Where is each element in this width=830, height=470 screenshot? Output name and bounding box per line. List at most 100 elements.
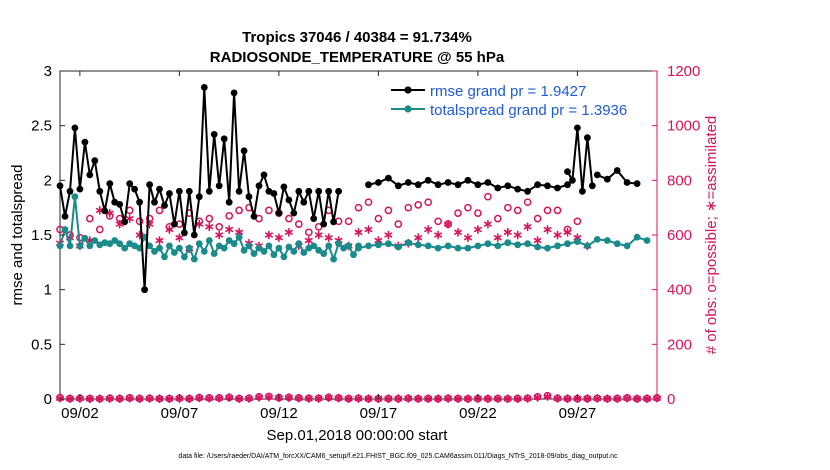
- obs_rejected_assimilated-point: [633, 394, 642, 404]
- totalspread-point: [275, 244, 283, 252]
- totalspread-point: [91, 237, 99, 244]
- rmse-point: [588, 182, 596, 190]
- totalspread-point: [195, 240, 203, 248]
- totalspread-point: [71, 193, 79, 201]
- rmse-point: [385, 174, 392, 182]
- rmse-point: [146, 181, 154, 189]
- totalspread-point: [111, 237, 119, 244]
- rmse-point: [270, 190, 278, 197]
- obs_assimilated-point: [483, 219, 492, 229]
- rmse-point: [554, 184, 561, 192]
- rmse-point: [161, 202, 168, 209]
- totalspread-point: [365, 242, 372, 250]
- totalspread-point: [310, 242, 318, 250]
- totalspread-point: [554, 242, 561, 250]
- obs_possible-point: [454, 209, 462, 217]
- rmse-point: [136, 198, 144, 206]
- totalspread-point: [623, 242, 631, 250]
- rmse-point: [414, 181, 422, 189]
- obs_assimilated-point: [424, 225, 433, 234]
- obs_assimilated-point: [125, 214, 134, 223]
- rmse-point: [61, 213, 69, 220]
- obs_assimilated-point: [503, 227, 512, 237]
- obs_possible-point: [533, 214, 542, 223]
- rmse-point: [121, 218, 129, 226]
- rmse-point: [126, 180, 134, 188]
- totalspread-point: [404, 239, 412, 247]
- rmse-point: [245, 193, 253, 201]
- obs_assimilated-point: [473, 225, 482, 234]
- rmse-point: [190, 231, 198, 239]
- y-tick-label-right: 1000: [667, 118, 700, 135]
- rmse-point: [185, 187, 193, 195]
- rmse-point: [494, 184, 502, 192]
- totalspread-point: [464, 244, 472, 252]
- obs_possible-point: [394, 220, 403, 228]
- obs_rejected_assimilated-point: [165, 394, 174, 404]
- rmse-point: [200, 84, 208, 91]
- obs_assimilated-point: [264, 230, 273, 240]
- obs_rejected_assimilated-point: [145, 394, 154, 403]
- obs_possible-point: [573, 217, 582, 226]
- totalspread-point: [270, 251, 278, 259]
- obs_possible-point: [235, 206, 243, 215]
- y-axis-label-left: rmse and totalspread: [9, 165, 26, 306]
- rmse-point: [285, 196, 293, 204]
- rmse-point: [574, 124, 581, 132]
- y-tick-label-right: 800: [667, 172, 692, 189]
- rmse-point: [106, 180, 114, 188]
- rmse-point: [514, 185, 522, 193]
- totalspread-point: [300, 249, 308, 256]
- obs_assimilated-point: [543, 225, 552, 234]
- rmse-point: [474, 181, 482, 189]
- totalspread-point: [265, 242, 273, 250]
- obs_rejected_assimilated-point: [225, 393, 234, 403]
- obs_rejected_assimilated-point: [414, 394, 423, 404]
- totalspread-point: [166, 242, 173, 250]
- obs_rejected_assimilated-point: [195, 393, 204, 403]
- totalspread-point: [210, 250, 218, 257]
- rmse-point: [56, 182, 64, 190]
- obs_assimilated-point: [324, 233, 333, 243]
- totalspread-point: [116, 240, 124, 248]
- y-tick-label-right: 600: [667, 227, 692, 244]
- rmse-point: [96, 187, 104, 195]
- totalspread-point: [633, 233, 641, 241]
- obs_rejected_assimilated-point: [543, 392, 552, 401]
- obs_assimilated-point: [563, 227, 572, 237]
- obs_rejected_assimilated-point: [264, 392, 273, 402]
- obs_rejected_assimilated-point: [424, 394, 433, 404]
- obs_rejected_assimilated-point: [623, 393, 632, 403]
- rmse-point: [330, 218, 337, 226]
- rmse-point: [76, 185, 84, 193]
- totalspread-point: [185, 244, 193, 252]
- obs_assimilated-point: [274, 233, 283, 243]
- y-tick-label-left: 0: [44, 391, 52, 408]
- obs_assimilated-point: [205, 222, 214, 232]
- obs_rejected_assimilated-point: [493, 394, 502, 404]
- rmse-point: [151, 198, 158, 206]
- obs_possible-point: [95, 225, 104, 234]
- rmse-point: [220, 135, 228, 143]
- rmse-point: [633, 180, 641, 188]
- obs_possible-point: [503, 203, 512, 212]
- totalspread-point: [76, 242, 84, 250]
- y-tick-label-left: 0.5: [31, 336, 52, 353]
- legend-rmse-marker: [404, 86, 412, 94]
- totalspread-point: [260, 248, 268, 255]
- totalspread-point: [350, 251, 357, 259]
- chart-subtitle: RADIOSONDE_TEMPERATURE @ 55 hPa: [210, 49, 505, 66]
- obs_assimilated-point: [304, 236, 313, 245]
- totalspread-point: [295, 240, 303, 248]
- rmse-point: [66, 187, 74, 195]
- obs_possible-point: [484, 192, 492, 201]
- obs_rejected_assimilated-point: [404, 394, 413, 403]
- y-tick-label-left: 2.5: [31, 118, 52, 135]
- totalspread-point: [200, 248, 208, 255]
- totalspread-point: [235, 233, 243, 241]
- rmse-point: [166, 190, 173, 197]
- rmse-point: [171, 220, 178, 228]
- obs_rejected_assimilated-point: [95, 394, 104, 404]
- rmse-point: [564, 168, 571, 176]
